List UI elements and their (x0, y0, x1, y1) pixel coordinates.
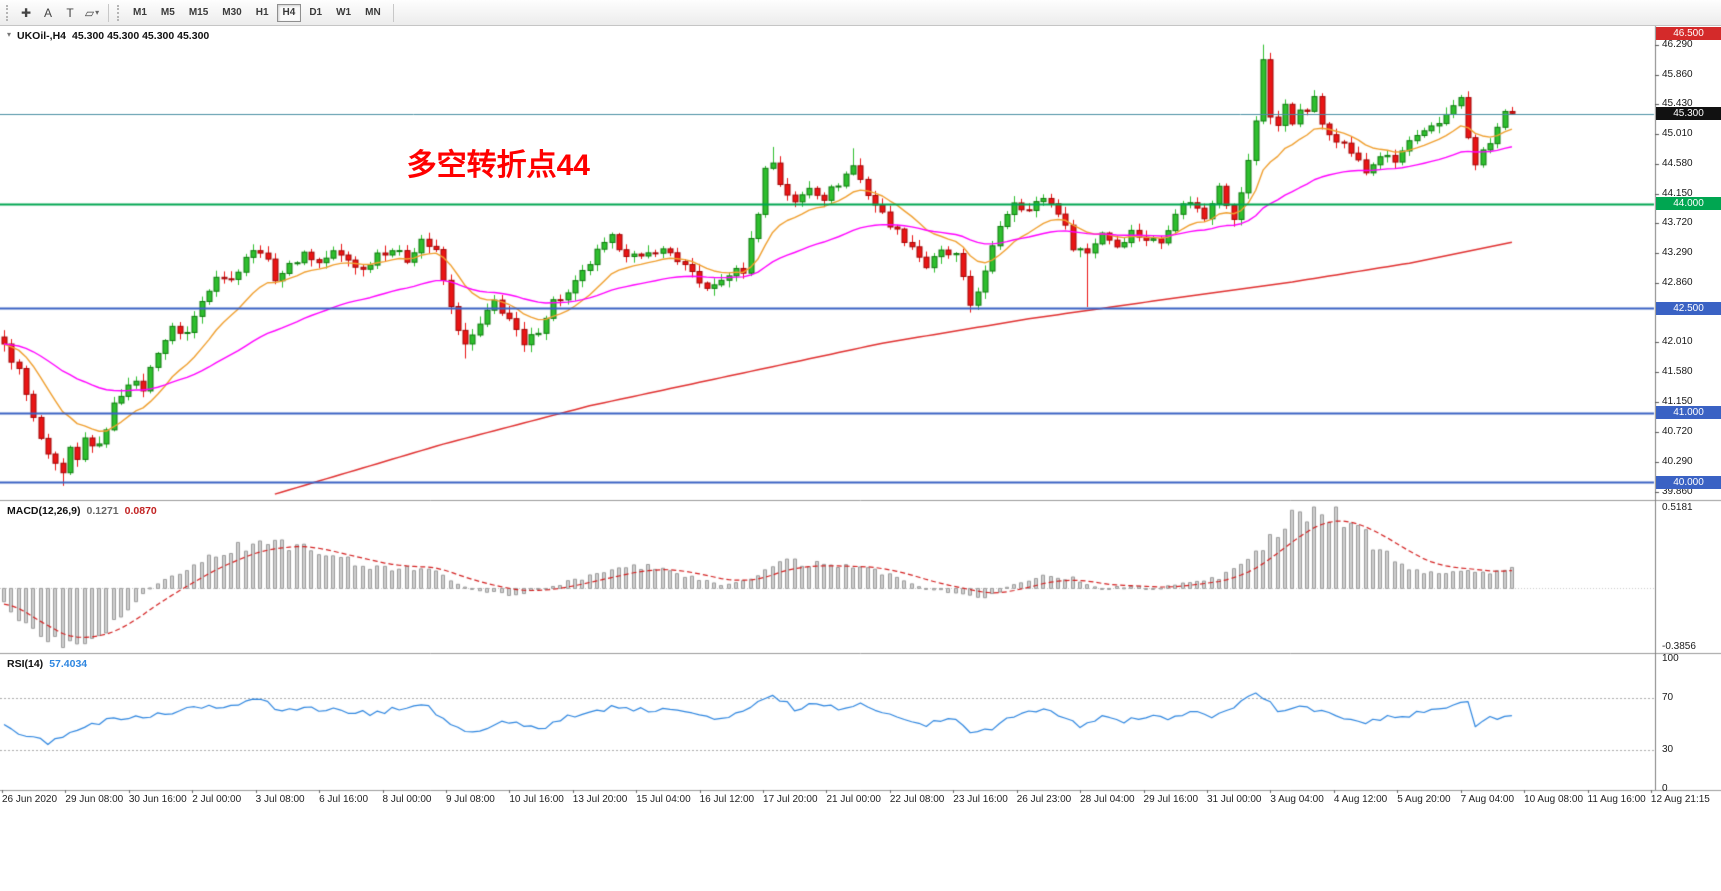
timeframe-h4-button[interactable]: H4 (276, 3, 302, 22)
toolbar-grip[interactable] (6, 4, 10, 21)
timeframes-group: M1 M5 M15 M30 H1 H4 D1 W1 MN (126, 3, 388, 22)
toolbar: ✚ A T ▱ ▾ M1 M5 M15 M30 H1 H4 D1 W1 MN (0, 0, 1721, 26)
toolbar-grip[interactable] (117, 4, 121, 21)
timeframe-m15-button[interactable]: M15 (188, 7, 209, 18)
shapes-icon[interactable]: ▱ ▾ (84, 5, 100, 20)
timeframe-m5-button[interactable]: M5 (160, 7, 175, 18)
drawing-tools-group: ✚ A T ▱ ▾ (15, 3, 103, 23)
text-label-icon[interactable]: A (43, 5, 52, 20)
text-frame-icon[interactable]: T (66, 5, 74, 20)
timeframe-mn-button[interactable]: MN (365, 7, 381, 18)
timeframe-m30-button[interactable]: M30 (222, 7, 242, 18)
timeframe-m1-button[interactable]: M1 (133, 7, 147, 18)
timeframe-d1-button[interactable]: D1 (309, 7, 323, 18)
timeframe-w1-button[interactable]: W1 (336, 7, 352, 18)
toolbar-separator (392, 3, 394, 22)
timeframe-h1-button[interactable]: H1 (255, 7, 269, 18)
toolbar-separator (108, 3, 109, 22)
chart-cursor-icon[interactable]: ✚ (20, 5, 32, 20)
